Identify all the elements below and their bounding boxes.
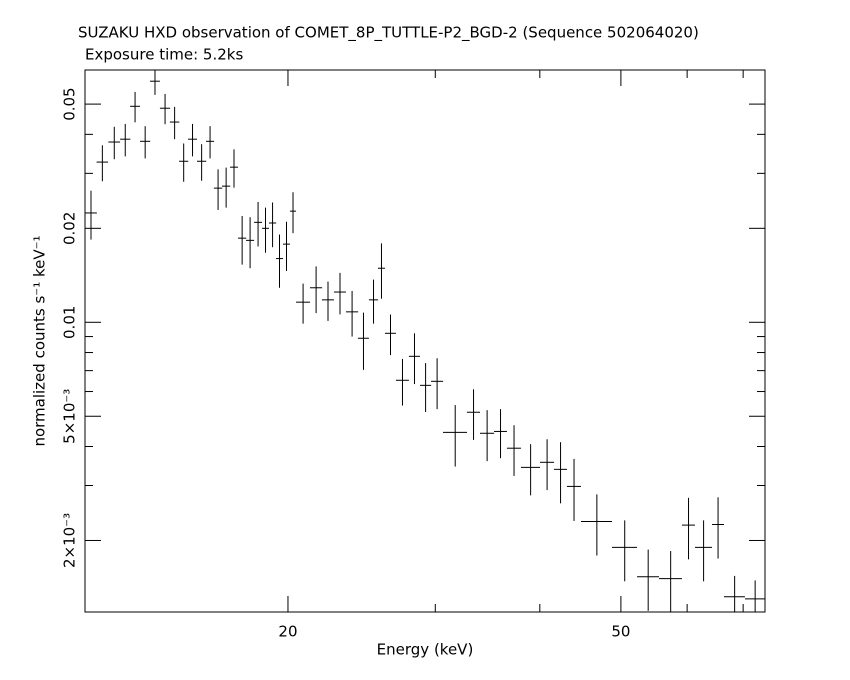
x-axis-label: Energy (keV) bbox=[377, 641, 474, 659]
data-layer bbox=[85, 70, 765, 612]
chart-subtitle: Exposure time: 5.2ks bbox=[85, 46, 243, 64]
x-tick-label: 50 bbox=[611, 623, 630, 641]
x-tick-label: 20 bbox=[278, 623, 297, 641]
y-tick-label: 0.05 bbox=[61, 87, 79, 120]
chart-title: SUZAKU HXD observation of COMET_8P_TUTTL… bbox=[78, 24, 699, 43]
y-tick-label: 2×10⁻³ bbox=[61, 513, 79, 568]
y-tick-label: 0.02 bbox=[61, 212, 79, 245]
plot-frame bbox=[84, 69, 766, 613]
y-tick-label: 5×10⁻³ bbox=[61, 389, 79, 444]
y-tick-label: 0.01 bbox=[61, 306, 79, 339]
y-axis-label: normalized counts s⁻¹ keV⁻¹ bbox=[31, 235, 49, 446]
